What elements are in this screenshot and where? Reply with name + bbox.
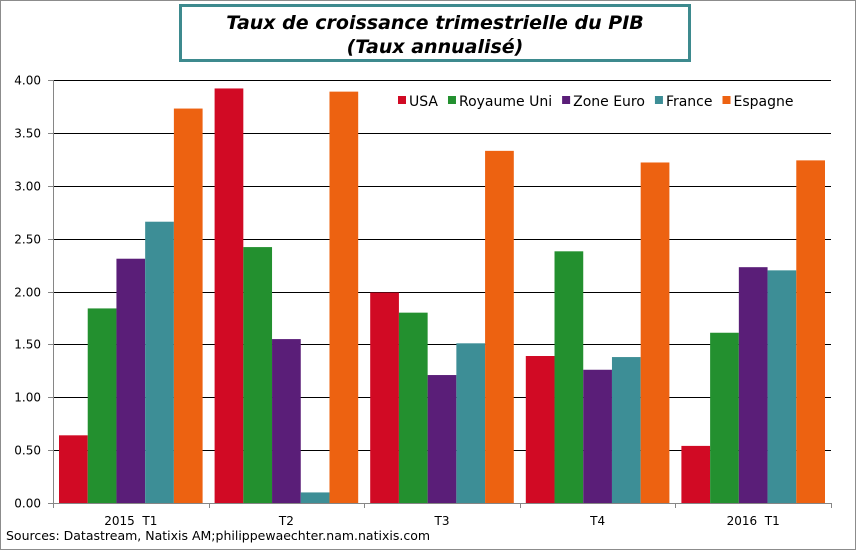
- legend-swatch-usa: [398, 96, 406, 104]
- bar-espagne: [485, 150, 514, 504]
- chart-title-box: Taux de croissance trimestrielle du PIB …: [179, 4, 691, 62]
- x-tick-label: T3: [434, 514, 450, 528]
- bar-france: [767, 270, 797, 503]
- y-tick-label: 4.00: [14, 74, 41, 88]
- legend-label: USA: [409, 94, 438, 110]
- bar-usa: [681, 445, 711, 503]
- y-tick-label: 2.50: [14, 233, 41, 247]
- bar-zone-euro: [738, 267, 768, 503]
- bar-royaume-uni: [398, 312, 428, 503]
- legend-swatch-royaume-uni: [447, 96, 456, 104]
- bar-royaume-uni: [243, 247, 273, 503]
- bar-royaume-uni: [87, 308, 117, 503]
- y-tick-label: 1.00: [14, 391, 41, 405]
- y-tick-label: 0.00: [14, 497, 41, 511]
- y-tick-label: 3.50: [14, 127, 41, 141]
- bar-espagne: [173, 108, 203, 504]
- legend-label: Espagne: [734, 94, 794, 110]
- bar-royaume-uni: [554, 251, 584, 503]
- x-tick-label: 2016 T1: [727, 514, 780, 528]
- bar-usa: [525, 356, 555, 503]
- x-tick-label: T4: [589, 514, 605, 528]
- x-tick-label: T2: [278, 514, 294, 528]
- bar-espagne: [329, 91, 359, 503]
- bar-france: [456, 343, 486, 503]
- x-tick-label: 2015 T1: [104, 514, 157, 528]
- bar-zone-euro: [427, 375, 457, 503]
- legend-swatch-france: [654, 96, 663, 104]
- legend-label: France: [666, 94, 713, 110]
- chart-subtitle: (Taux annualisé): [346, 36, 524, 58]
- bar-france: [300, 492, 330, 503]
- bar-zone-euro: [583, 369, 612, 503]
- legend-label: Zone Euro: [573, 94, 645, 110]
- bar-zone-euro: [116, 258, 146, 503]
- source-note: Sources: Datastream, Natixis AM;philippe…: [6, 528, 431, 543]
- y-tick-label: 0.50: [14, 444, 41, 458]
- bar-usa: [214, 88, 244, 504]
- legend-label: Royaume Uni: [459, 94, 552, 110]
- legend-swatch-zone-euro: [562, 96, 571, 104]
- bar-usa: [59, 435, 88, 503]
- legend-swatch-espagne: [722, 96, 731, 104]
- y-tick-label: 3.00: [14, 180, 41, 194]
- y-tick-label: 1.50: [14, 338, 41, 352]
- bar-espagne: [640, 162, 670, 504]
- bar-usa: [370, 292, 399, 503]
- bar-espagne: [796, 160, 825, 503]
- y-tick-label: 2.00: [14, 286, 41, 300]
- bar-france: [611, 357, 641, 503]
- bar-zone-euro: [272, 339, 301, 503]
- chart-title: Taux de croissance trimestrielle du PIB: [226, 12, 644, 34]
- bar-france: [145, 221, 174, 503]
- bar-royaume-uni: [710, 332, 739, 503]
